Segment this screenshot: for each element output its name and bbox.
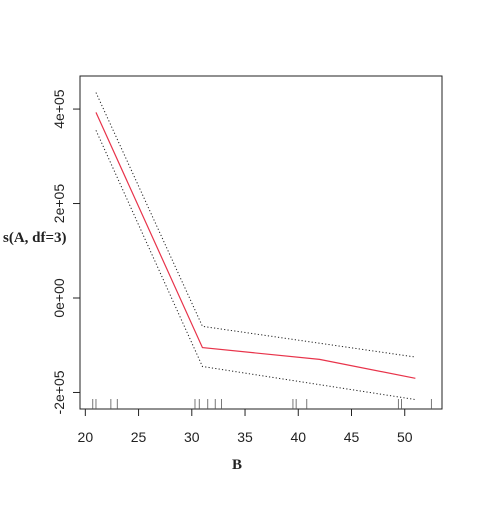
x-tick-label: 50 [397, 429, 413, 445]
y-tick-label: 0e+00 [51, 278, 67, 318]
x-axis-title: B [232, 457, 242, 473]
x-tick-label: 25 [131, 429, 147, 445]
rug-marks [92, 399, 432, 409]
x-axis: 20 25 30 35 40 45 50 [78, 409, 413, 445]
series-line-lower [95, 130, 416, 401]
x-tick-label: 45 [344, 429, 360, 445]
y-tick-label: -2e+05 [51, 370, 67, 414]
x-tick-label: 20 [78, 429, 94, 445]
plot-box [79, 75, 443, 410]
x-tick-label: 35 [237, 429, 253, 445]
series-layer [95, 92, 416, 401]
series-line-fit [95, 112, 416, 379]
y-axis: -2e+05 0e+00 2e+05 4e+05 [51, 89, 80, 414]
x-tick-label: 30 [184, 429, 200, 445]
y-tick-label: 4e+05 [51, 89, 67, 129]
y-axis-title: s(A, df=3) [3, 230, 67, 246]
y-tick-label: 2e+05 [51, 184, 67, 224]
series-line-upper [95, 92, 416, 358]
x-tick-label: 40 [290, 429, 306, 445]
